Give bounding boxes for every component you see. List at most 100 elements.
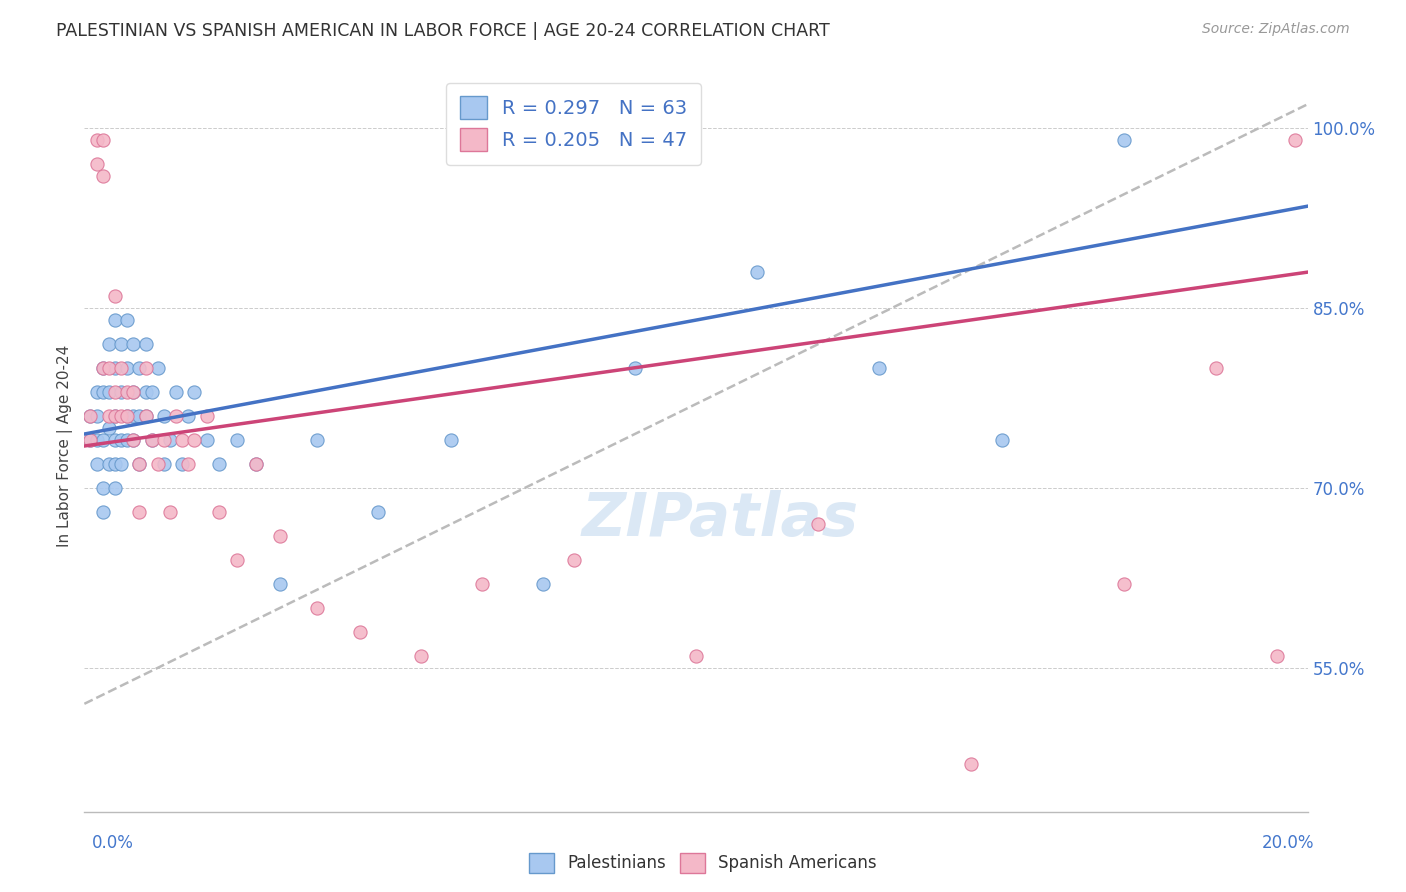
Point [122, 409, 145, 423]
Point [97, 337, 120, 351]
Point [122, 385, 145, 400]
Point [141, 433, 163, 447]
Point [159, 433, 181, 447]
Point [110, 385, 132, 400]
Point [172, 433, 194, 447]
Point [79, 409, 101, 423]
Point [1114, 577, 1136, 591]
Point [97, 361, 120, 376]
Point [305, 600, 328, 615]
Point [245, 457, 267, 471]
Point [135, 409, 157, 423]
Point [115, 313, 138, 327]
Point [115, 385, 138, 400]
Point [115, 409, 138, 423]
Point [104, 289, 127, 303]
Point [104, 385, 127, 400]
Point [1205, 361, 1227, 376]
Point [128, 409, 150, 423]
Point [135, 361, 157, 376]
Point [153, 457, 176, 471]
Point [91, 481, 114, 495]
Point [141, 385, 163, 400]
Point [349, 624, 371, 639]
Point [86, 133, 108, 147]
Point [104, 457, 127, 471]
Point [91, 433, 114, 447]
Point [165, 409, 187, 423]
Point [269, 577, 291, 591]
Point [128, 361, 150, 376]
Point [122, 385, 145, 400]
Point [159, 505, 181, 519]
Point [115, 361, 138, 376]
Point [86, 433, 108, 447]
Point [97, 457, 120, 471]
Point [79, 409, 101, 423]
Point [110, 337, 132, 351]
Point [135, 385, 157, 400]
Point [1265, 648, 1288, 663]
Text: Source: ZipAtlas.com: Source: ZipAtlas.com [1202, 22, 1350, 37]
Point [104, 361, 127, 376]
Point [195, 433, 218, 447]
Legend: R = 0.297   N = 63, R = 0.205   N = 47: R = 0.297 N = 63, R = 0.205 N = 47 [446, 83, 702, 164]
Point [97, 409, 120, 423]
Point [1114, 133, 1136, 147]
Point [409, 648, 432, 663]
Point [747, 265, 769, 279]
Point [172, 457, 194, 471]
Point [104, 481, 127, 495]
Point [91, 505, 114, 519]
Point [531, 577, 554, 591]
Text: 20.0%: 20.0% [1263, 834, 1315, 852]
Point [97, 385, 120, 400]
Text: PALESTINIAN VS SPANISH AMERICAN IN LABOR FORCE | AGE 20-24 CORRELATION CHART: PALESTINIAN VS SPANISH AMERICAN IN LABOR… [56, 22, 830, 40]
Point [471, 577, 494, 591]
Legend: Palestinians, Spanish Americans: Palestinians, Spanish Americans [523, 847, 883, 880]
Point [91, 385, 114, 400]
Point [440, 433, 463, 447]
Point [226, 433, 249, 447]
Point [86, 457, 108, 471]
Point [122, 433, 145, 447]
Point [86, 157, 108, 171]
Point [245, 457, 267, 471]
Point [135, 337, 157, 351]
Point [115, 433, 138, 447]
Point [195, 409, 218, 423]
Point [153, 409, 176, 423]
Text: ZIPatlas: ZIPatlas [582, 490, 859, 549]
Point [269, 529, 291, 543]
Point [79, 433, 101, 447]
Point [104, 409, 127, 423]
Point [91, 361, 114, 376]
Point [104, 433, 127, 447]
Point [1284, 133, 1306, 147]
Point [624, 361, 647, 376]
Text: 0.0%: 0.0% [91, 834, 134, 852]
Y-axis label: In Labor Force | Age 20-24: In Labor Force | Age 20-24 [58, 345, 73, 547]
Point [110, 433, 132, 447]
Point [367, 505, 389, 519]
Point [91, 169, 114, 184]
Point [960, 756, 983, 771]
Point [91, 133, 114, 147]
Point [104, 313, 127, 327]
Point [183, 433, 205, 447]
Point [807, 516, 830, 531]
Point [177, 409, 200, 423]
Point [183, 385, 205, 400]
Point [86, 409, 108, 423]
Point [122, 433, 145, 447]
Point [110, 457, 132, 471]
Point [991, 433, 1014, 447]
Point [79, 433, 101, 447]
Point [146, 361, 169, 376]
Point [685, 648, 707, 663]
Point [128, 457, 150, 471]
Point [91, 361, 114, 376]
Point [208, 505, 231, 519]
Point [115, 409, 138, 423]
Point [869, 361, 891, 376]
